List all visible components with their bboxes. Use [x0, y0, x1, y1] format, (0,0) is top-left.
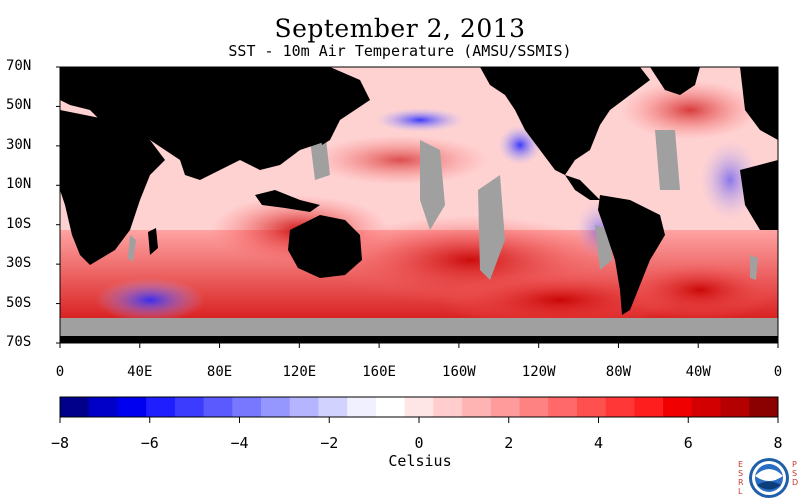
longitude-label: 120E [282, 364, 317, 380]
longitude-label: 160E [362, 364, 396, 380]
longitude-label: 40W [685, 364, 711, 380]
antarctica-land [60, 336, 778, 343]
south-america-land [598, 195, 665, 315]
eurasia-land [60, 67, 370, 180]
map-frame [59, 66, 779, 344]
africa-east-land [740, 160, 778, 230]
colorbar-cell [318, 397, 348, 417]
colorbar-cell [289, 397, 319, 417]
colorbar-cell [519, 397, 549, 417]
map-field [60, 67, 778, 343]
longitude-label: 40E [127, 364, 153, 380]
latitude-ticks [56, 66, 60, 344]
longitude-label: 0 [773, 364, 783, 380]
latitude-label: 10N [6, 176, 32, 193]
colorbar-tick-label: 0 [414, 434, 424, 452]
australia-land [288, 215, 362, 278]
north-pacific-warm-anomaly [310, 135, 490, 185]
latitude-label: 70N [6, 58, 32, 74]
colorbar-cell [174, 397, 205, 417]
latitude-label: 50N [6, 97, 32, 114]
colorbar-cell [433, 397, 463, 417]
colorbar-cell [375, 397, 406, 417]
colorbar-cell [203, 397, 233, 417]
north-pacific-cold-anomaly [375, 108, 465, 132]
map-subtitle: SST - 10m Air Temperature (AMSU/SSMIS) [228, 42, 572, 60]
colorbar-tick-label: −4 [230, 434, 249, 452]
colorbar-cell [404, 397, 434, 417]
colorbar-cell [691, 397, 722, 417]
colorbar-cell [347, 397, 377, 417]
madagascar-land [148, 228, 158, 255]
europe-east-land [740, 67, 778, 140]
longitude-label: 120W [521, 364, 556, 380]
longitude-label: 160W [442, 364, 476, 380]
latitude-label: 70S [6, 334, 32, 350]
colorbar-cell [146, 397, 176, 417]
noaa-seal-icon [749, 458, 789, 498]
colorbar-cell [605, 397, 635, 417]
colorbar-cell [663, 397, 693, 417]
longitude-ticks [59, 343, 779, 348]
colorbar-units: Celsius [388, 452, 452, 470]
map-title: September 2, 2013 [274, 14, 526, 43]
colorbar-cell [720, 397, 750, 417]
longitude-label: 0 [55, 364, 65, 380]
longitude-label: 80W [605, 364, 632, 380]
africa-land [60, 110, 165, 265]
colorbar-cell [634, 397, 664, 417]
latitude-label: 30S [6, 255, 32, 272]
colorbar-tick-label: 2 [504, 434, 514, 452]
longitude-label: 80E [206, 364, 233, 380]
colorbar-ticks [59, 417, 779, 423]
latitude-label: 10S [6, 215, 32, 232]
north-atlantic-warm-anomaly [620, 80, 760, 140]
latitude-label: 50S [6, 294, 32, 311]
japan-land [318, 118, 330, 145]
colorbar-cell [576, 397, 607, 417]
south-atlantic-warm-anomaly [620, 260, 778, 320]
greenland-land [650, 67, 700, 95]
colorbar-tick-label: 8 [773, 434, 783, 452]
colorbar-cell [232, 397, 262, 417]
colorbar-tick-label: 6 [683, 434, 693, 452]
colorbar-tick-label: 4 [593, 434, 604, 452]
colorbar-tick-label: −8 [50, 434, 70, 452]
colorbar-tick-label: −6 [140, 434, 159, 452]
colorbar-cell [749, 397, 779, 417]
colorbar-cell [261, 397, 291, 417]
colorbar-cell [117, 397, 147, 417]
colorbar-cell [548, 397, 578, 417]
colorbar-cell [462, 397, 492, 417]
colorbar-cell [88, 397, 118, 417]
land-masses [60, 67, 778, 343]
colorbar-cell [490, 397, 521, 417]
colorbar-tick-label: −2 [320, 434, 339, 452]
indonesia-land [255, 190, 320, 212]
colorbar [60, 397, 779, 417]
north-america-land [480, 67, 650, 175]
indian-ocean-cold-anomaly [95, 278, 205, 322]
central-america-land [565, 175, 600, 200]
colorbar-cell [60, 397, 90, 417]
latitude-label: 30N [6, 136, 32, 153]
